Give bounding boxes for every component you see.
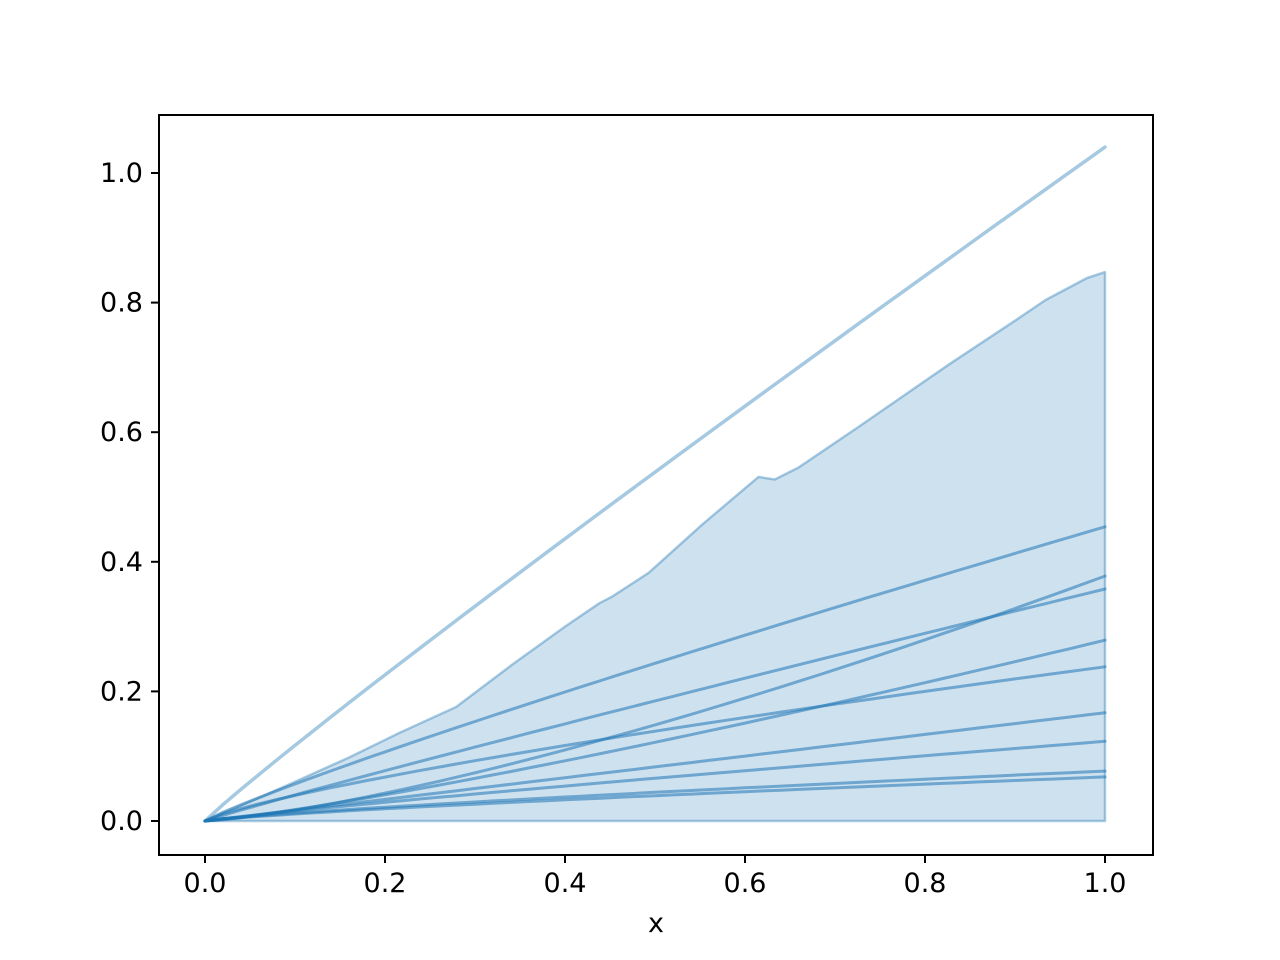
x-tick-label: 0.4 <box>544 868 587 899</box>
sample-line-6 <box>203 711 1107 823</box>
x-tick-label: 0.8 <box>904 868 947 899</box>
y-tick-label: 0.6 <box>100 417 143 448</box>
x-axis-label: x <box>648 908 664 939</box>
y-tick-label: 1.0 <box>100 158 143 189</box>
sample-line-9 <box>203 775 1107 823</box>
sample-line-7 <box>203 739 1107 823</box>
upper-bound-line <box>203 145 1107 823</box>
sample-line-1 <box>203 525 1107 823</box>
sample-lines-group <box>203 145 1107 823</box>
envelope-band-group <box>203 270 1107 823</box>
x-tick-label: 0.0 <box>184 868 227 899</box>
x-tick-label: 0.2 <box>364 868 407 899</box>
sample-line-4 <box>203 638 1107 823</box>
axes-frame <box>158 114 1154 856</box>
y-tick-label: 0.2 <box>100 676 143 707</box>
sample-line-3 <box>203 587 1107 823</box>
axes-group: 0.0 0.2 0.4 0.6 0.8 1.0 0.0 0.2 0.4 0.6 0.8 1.0 <box>100 114 1154 899</box>
sample-line-5 <box>203 665 1107 823</box>
envelope-band <box>203 270 1107 823</box>
y-tick-label: 0.8 <box>100 288 143 319</box>
y-tick-label: 0.4 <box>100 547 143 578</box>
x-tick-label: 0.6 <box>724 868 767 899</box>
x-tick-label: 1.0 <box>1084 868 1127 899</box>
y-tick-label: 0.0 <box>100 806 143 837</box>
